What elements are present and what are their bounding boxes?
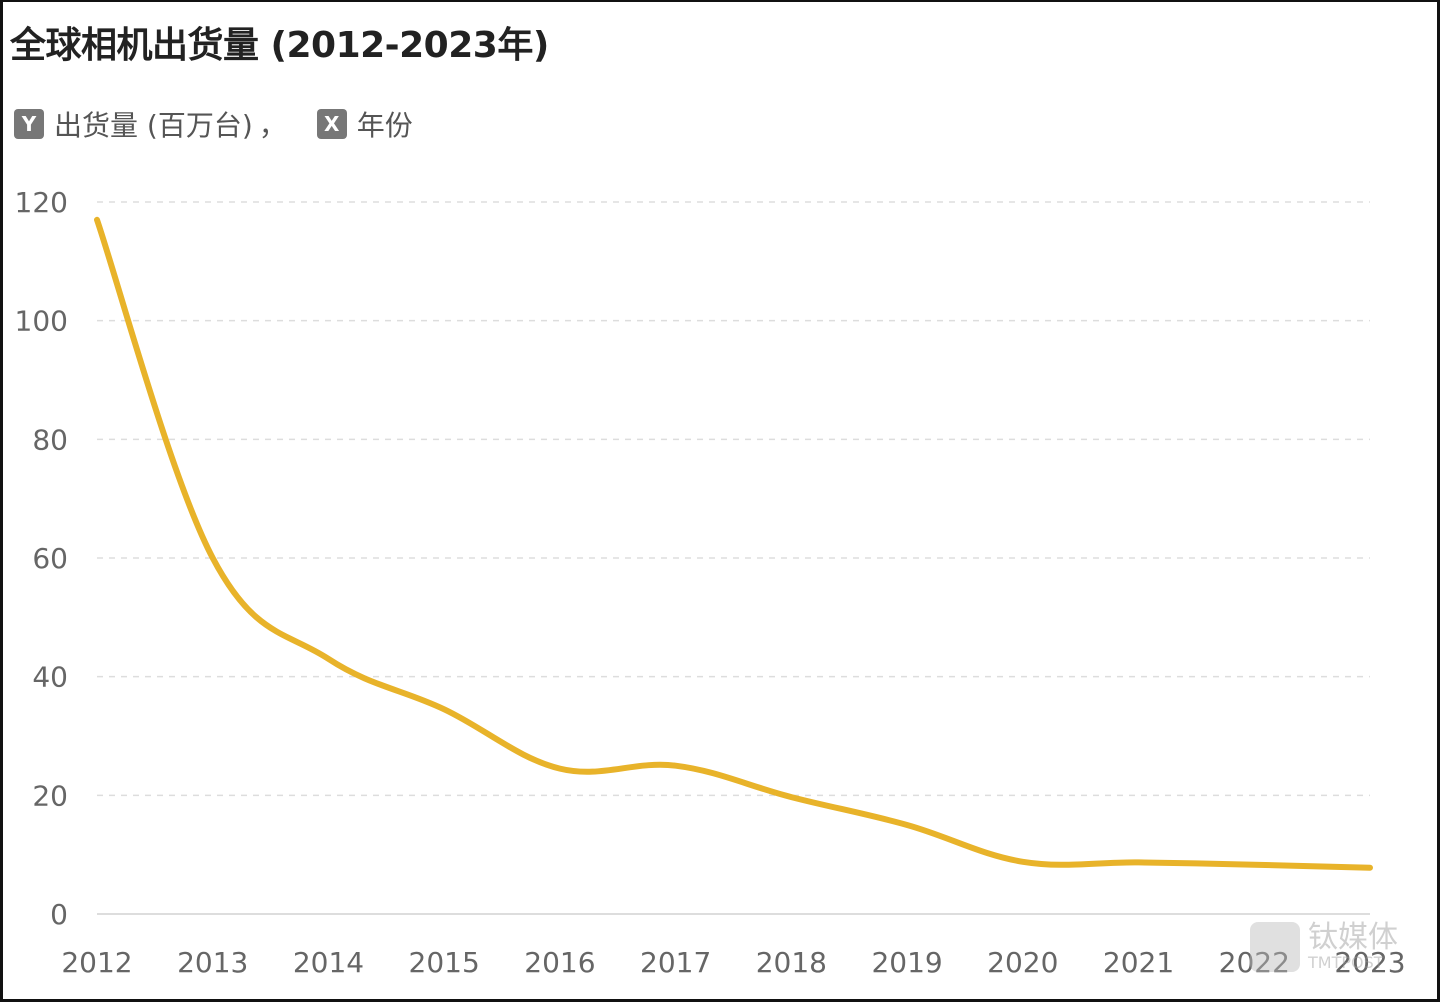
x-tick-label: 2014 bbox=[293, 946, 364, 979]
watermark-logo-icon bbox=[1250, 922, 1300, 972]
y-axis-label: 出货量 (百万台) bbox=[54, 109, 253, 142]
watermark-name: 钛媒体 bbox=[1308, 919, 1398, 955]
x-tick-label: 2019 bbox=[871, 946, 942, 979]
x-tick-label: 2016 bbox=[524, 946, 595, 979]
legend: Y 出货量 (百万台) ， X 年份 bbox=[14, 104, 413, 144]
series-line bbox=[94, 216, 1373, 871]
y-tick-label: 20 bbox=[32, 779, 68, 812]
x-axis-label: 年份 bbox=[356, 109, 413, 142]
watermark-sub: TMTPOST bbox=[1308, 952, 1384, 972]
chart-title: 全球相机出货量 (2012-2023年) bbox=[10, 25, 549, 66]
watermark: 钛媒体 TMTPOST bbox=[1250, 922, 1398, 972]
x-tick-label: 2017 bbox=[640, 946, 711, 979]
x-tick-label: 2012 bbox=[61, 946, 132, 979]
x-tick-label: 2021 bbox=[1103, 946, 1174, 979]
y-tick-label: 80 bbox=[32, 423, 68, 456]
x-tick-label: 2023 bbox=[1334, 946, 1405, 979]
y-tick-label: 40 bbox=[32, 661, 68, 694]
x-tick-label: 2020 bbox=[987, 946, 1058, 979]
x-tick-label: 2013 bbox=[177, 946, 248, 979]
legend-separator: ， bbox=[258, 109, 287, 142]
x-axis-badge: X bbox=[316, 109, 347, 139]
y-tick-label: 60 bbox=[32, 542, 68, 575]
x-tick-label: 2018 bbox=[756, 946, 827, 979]
y-tick-label: 100 bbox=[15, 305, 68, 338]
y-tick-label: 120 bbox=[15, 186, 68, 219]
x-tick-label: 2022 bbox=[1219, 946, 1290, 979]
x-tick-label: 2015 bbox=[409, 946, 480, 979]
y-axis-badge: Y bbox=[14, 109, 44, 139]
y-tick-label: 0 bbox=[50, 898, 68, 931]
